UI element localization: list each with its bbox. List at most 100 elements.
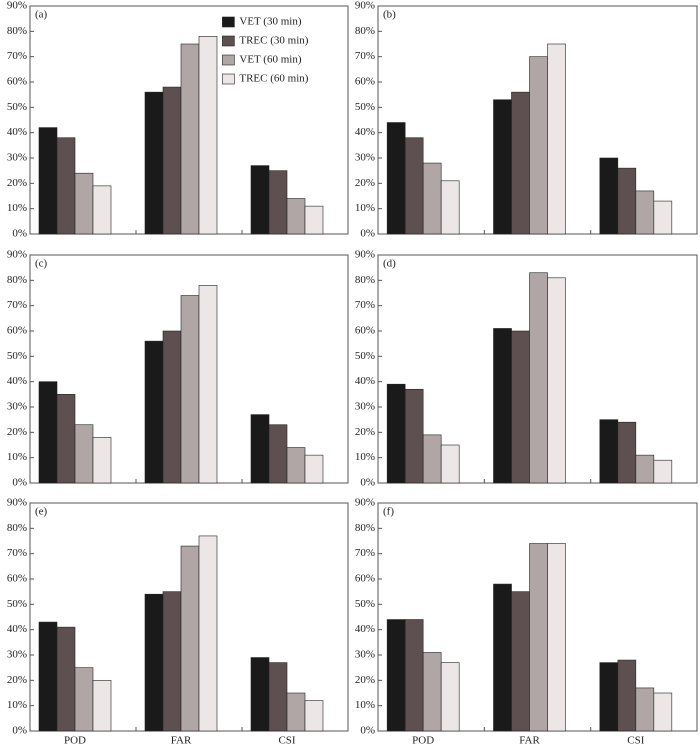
bar — [250, 165, 270, 235]
y-tick-label: 50% — [355, 598, 375, 610]
y-tick-label: 70% — [355, 50, 375, 62]
y-tick-label: 90% — [355, 0, 375, 12]
legend-label: VET (30 min) — [239, 16, 301, 28]
bar — [599, 662, 619, 732]
bar — [422, 652, 442, 732]
bar — [304, 205, 324, 235]
bar — [56, 137, 76, 235]
bar — [74, 667, 94, 732]
bar — [268, 662, 288, 732]
bar — [38, 621, 58, 732]
bar — [92, 680, 112, 732]
bar — [180, 545, 200, 732]
panel-label: (b) — [383, 9, 396, 21]
bar — [268, 424, 288, 484]
y-tick-label: 60% — [7, 76, 27, 88]
bar — [635, 687, 655, 732]
y-tick-label: 40% — [7, 375, 27, 387]
y-tick-label: 30% — [7, 152, 27, 164]
y-tick-label: 50% — [7, 598, 27, 610]
y-tick-label: 80% — [355, 25, 375, 37]
bar — [547, 43, 566, 235]
bar — [529, 272, 548, 484]
y-tick-label: 20% — [355, 674, 375, 686]
bar — [386, 122, 406, 235]
y-tick-label: 50% — [7, 101, 27, 113]
legend-swatch — [222, 73, 235, 85]
bar — [440, 662, 460, 732]
bar — [286, 447, 306, 484]
bar — [635, 190, 655, 235]
x-tick-label: FAR — [519, 735, 540, 747]
bar — [529, 543, 548, 732]
bar — [547, 543, 566, 732]
y-tick-label: 90% — [7, 249, 27, 261]
y-tick-label: 10% — [7, 451, 27, 463]
y-tick-label: 40% — [355, 126, 375, 138]
panel-label: (f) — [383, 506, 394, 518]
y-tick-label: 60% — [355, 325, 375, 337]
y-tick-label: 80% — [7, 274, 27, 286]
bar — [198, 36, 218, 235]
bar — [529, 56, 548, 235]
bar — [599, 419, 619, 484]
x-tick-label: FAR — [171, 735, 192, 747]
bar — [440, 180, 460, 235]
y-tick-label: 90% — [7, 0, 27, 12]
y-tick-label: 10% — [7, 202, 27, 214]
y-tick-label: 70% — [7, 299, 27, 311]
bar — [599, 157, 619, 235]
y-tick-label: 70% — [7, 50, 27, 62]
bar — [144, 340, 164, 484]
legend-swatch — [222, 35, 235, 47]
y-tick-label: 0% — [360, 228, 375, 240]
bar — [162, 591, 182, 732]
x-tick-label: POD — [64, 735, 86, 747]
bar — [250, 414, 270, 484]
y-tick-label: 80% — [7, 522, 27, 534]
y-tick-label: 0% — [12, 725, 27, 737]
bar — [493, 99, 512, 235]
y-tick-label: 30% — [355, 152, 375, 164]
bar — [440, 444, 460, 484]
panel-label: (c) — [35, 258, 48, 270]
bar — [422, 434, 442, 484]
x-tick-label: CSI — [627, 735, 644, 747]
y-tick-label: 60% — [7, 573, 27, 585]
y-tick-label: 60% — [355, 76, 375, 88]
y-tick-label: 50% — [355, 350, 375, 362]
y-tick-label: 70% — [7, 547, 27, 559]
bar — [38, 381, 58, 484]
bar — [653, 200, 673, 235]
bar — [144, 91, 164, 235]
bar — [422, 162, 442, 235]
bar — [386, 619, 406, 732]
bar — [493, 583, 512, 732]
bar — [250, 657, 270, 732]
bar — [404, 137, 424, 235]
y-tick-label: 0% — [360, 725, 375, 737]
y-tick-label: 50% — [7, 350, 27, 362]
y-tick-label: 20% — [7, 177, 27, 189]
x-tick-label: CSI — [278, 735, 295, 747]
bar — [547, 277, 566, 484]
y-tick-label: 20% — [355, 177, 375, 189]
y-tick-label: 40% — [7, 623, 27, 635]
legend-label: TREC (60 min) — [239, 73, 308, 85]
y-tick-label: 90% — [355, 497, 375, 509]
bar — [56, 626, 76, 732]
y-tick-label: 40% — [355, 375, 375, 387]
y-tick-label: 20% — [7, 426, 27, 438]
y-tick-label: 70% — [355, 299, 375, 311]
bar — [404, 619, 424, 732]
y-tick-label: 20% — [7, 674, 27, 686]
bar — [144, 593, 164, 732]
legend-swatch — [222, 54, 235, 66]
y-tick-label: 10% — [355, 451, 375, 463]
legend-label: VET (60 min) — [239, 54, 301, 66]
bar — [180, 295, 200, 484]
y-tick-label: 0% — [360, 477, 375, 489]
bar — [268, 170, 288, 235]
bar — [511, 91, 530, 235]
